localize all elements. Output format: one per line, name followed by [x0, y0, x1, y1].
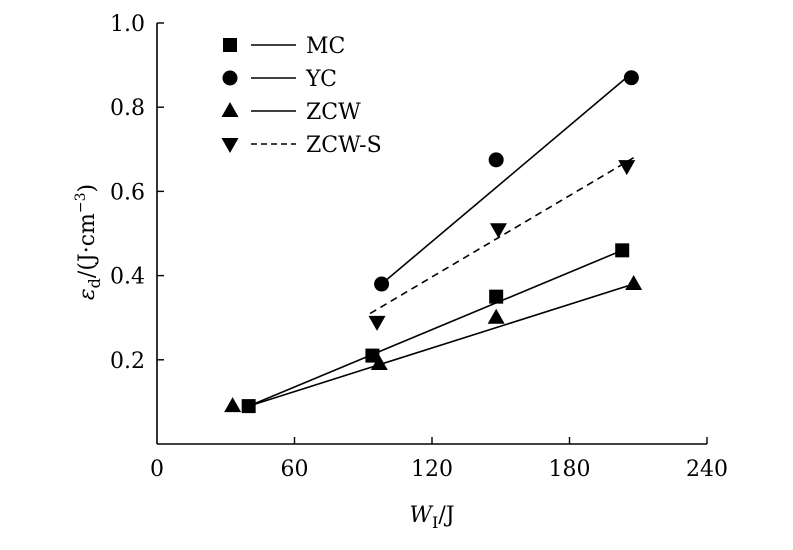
point-yc-1 [374, 276, 390, 292]
x-tick-label-0: 0 [150, 457, 164, 482]
legend-marker-zcw [221, 102, 239, 117]
x-tick-label-240: 240 [686, 457, 728, 482]
fit-line-zcw [248, 283, 634, 407]
point-zcw-s-1 [368, 315, 386, 331]
axes [156, 23, 707, 445]
point-zcw-3 [487, 308, 505, 324]
legend: MC YC ZCW ZCW-S [221, 34, 382, 158]
point-zcw-2 [370, 355, 388, 371]
legend-label-mc: MC [306, 34, 345, 59]
point-zcw-s-3 [618, 160, 636, 176]
x-axis-title-unit: /J [438, 503, 454, 528]
ticks: 0 60 120 180 240 0.2 0.4 0.6 0.8 1.0 [110, 12, 728, 482]
data-markers [224, 70, 643, 414]
point-zcw-s-2 [489, 223, 507, 239]
point-mc-4 [615, 243, 630, 258]
x-tick-label-60: 60 [281, 457, 309, 482]
y-axis-title-symbol: ε [75, 288, 100, 300]
x-axis-title-symbol: W [409, 503, 434, 528]
fit-lines [248, 72, 635, 407]
legend-marker-zcw-s [221, 138, 239, 153]
y-tick-label-1.0: 1.0 [110, 12, 145, 37]
y-axis-title-unit: /(J·cm [75, 213, 100, 278]
y-axis-title-close: ) [75, 184, 100, 193]
y-axis-title-superscript: −3 [73, 192, 89, 213]
fit-line-yc [381, 72, 632, 285]
y-tick-label-0.2: 0.2 [110, 349, 145, 374]
y-tick-label-0.6: 0.6 [110, 180, 145, 205]
y-tick-label-0.4: 0.4 [110, 265, 145, 290]
y-tick-label-0.8: 0.8 [110, 96, 145, 121]
y-axis-title-subscript: d [85, 278, 104, 288]
point-mc-3 [489, 289, 504, 304]
x-tick-label-120: 120 [411, 457, 453, 482]
fit-line-zcw-s [369, 157, 635, 315]
legend-marker-yc [222, 70, 238, 86]
legend-label-zcw: ZCW [306, 100, 361, 125]
point-mc-2 [365, 348, 380, 363]
fit-line-mc [248, 249, 623, 407]
legend-label-zcw-s: ZCW-S [306, 133, 382, 158]
x-tick-label-180: 180 [549, 457, 591, 482]
x-axis-title: WI/J [409, 503, 454, 532]
point-zcw-4 [625, 275, 643, 291]
x-axis-title-subscript: I [432, 513, 438, 532]
point-zcw-1 [224, 397, 242, 413]
legend-marker-mc [223, 38, 237, 52]
point-yc-2 [488, 152, 504, 168]
y-axis-title: εd/(J·cm−3) [73, 184, 104, 300]
point-mc-1 [241, 399, 256, 414]
legend-label-yc: YC [305, 67, 337, 92]
point-yc-3 [623, 70, 639, 86]
